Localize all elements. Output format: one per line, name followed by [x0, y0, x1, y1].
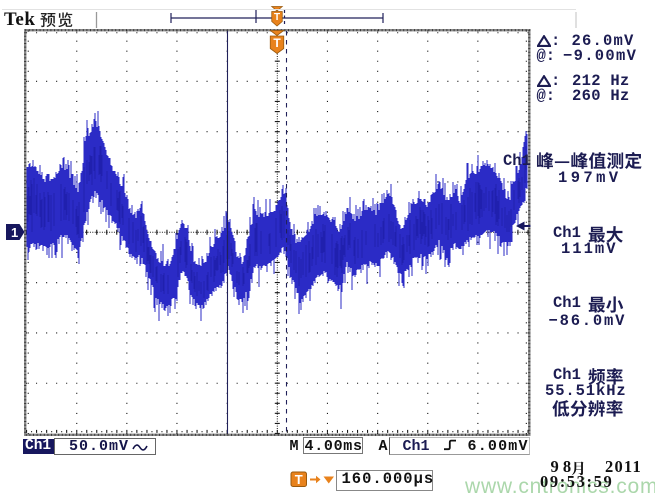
svg-text:T: T [295, 472, 303, 487]
svg-text:T: T [274, 12, 280, 23]
svg-text:T: T [273, 36, 281, 50]
svg-text:1: 1 [11, 225, 18, 240]
